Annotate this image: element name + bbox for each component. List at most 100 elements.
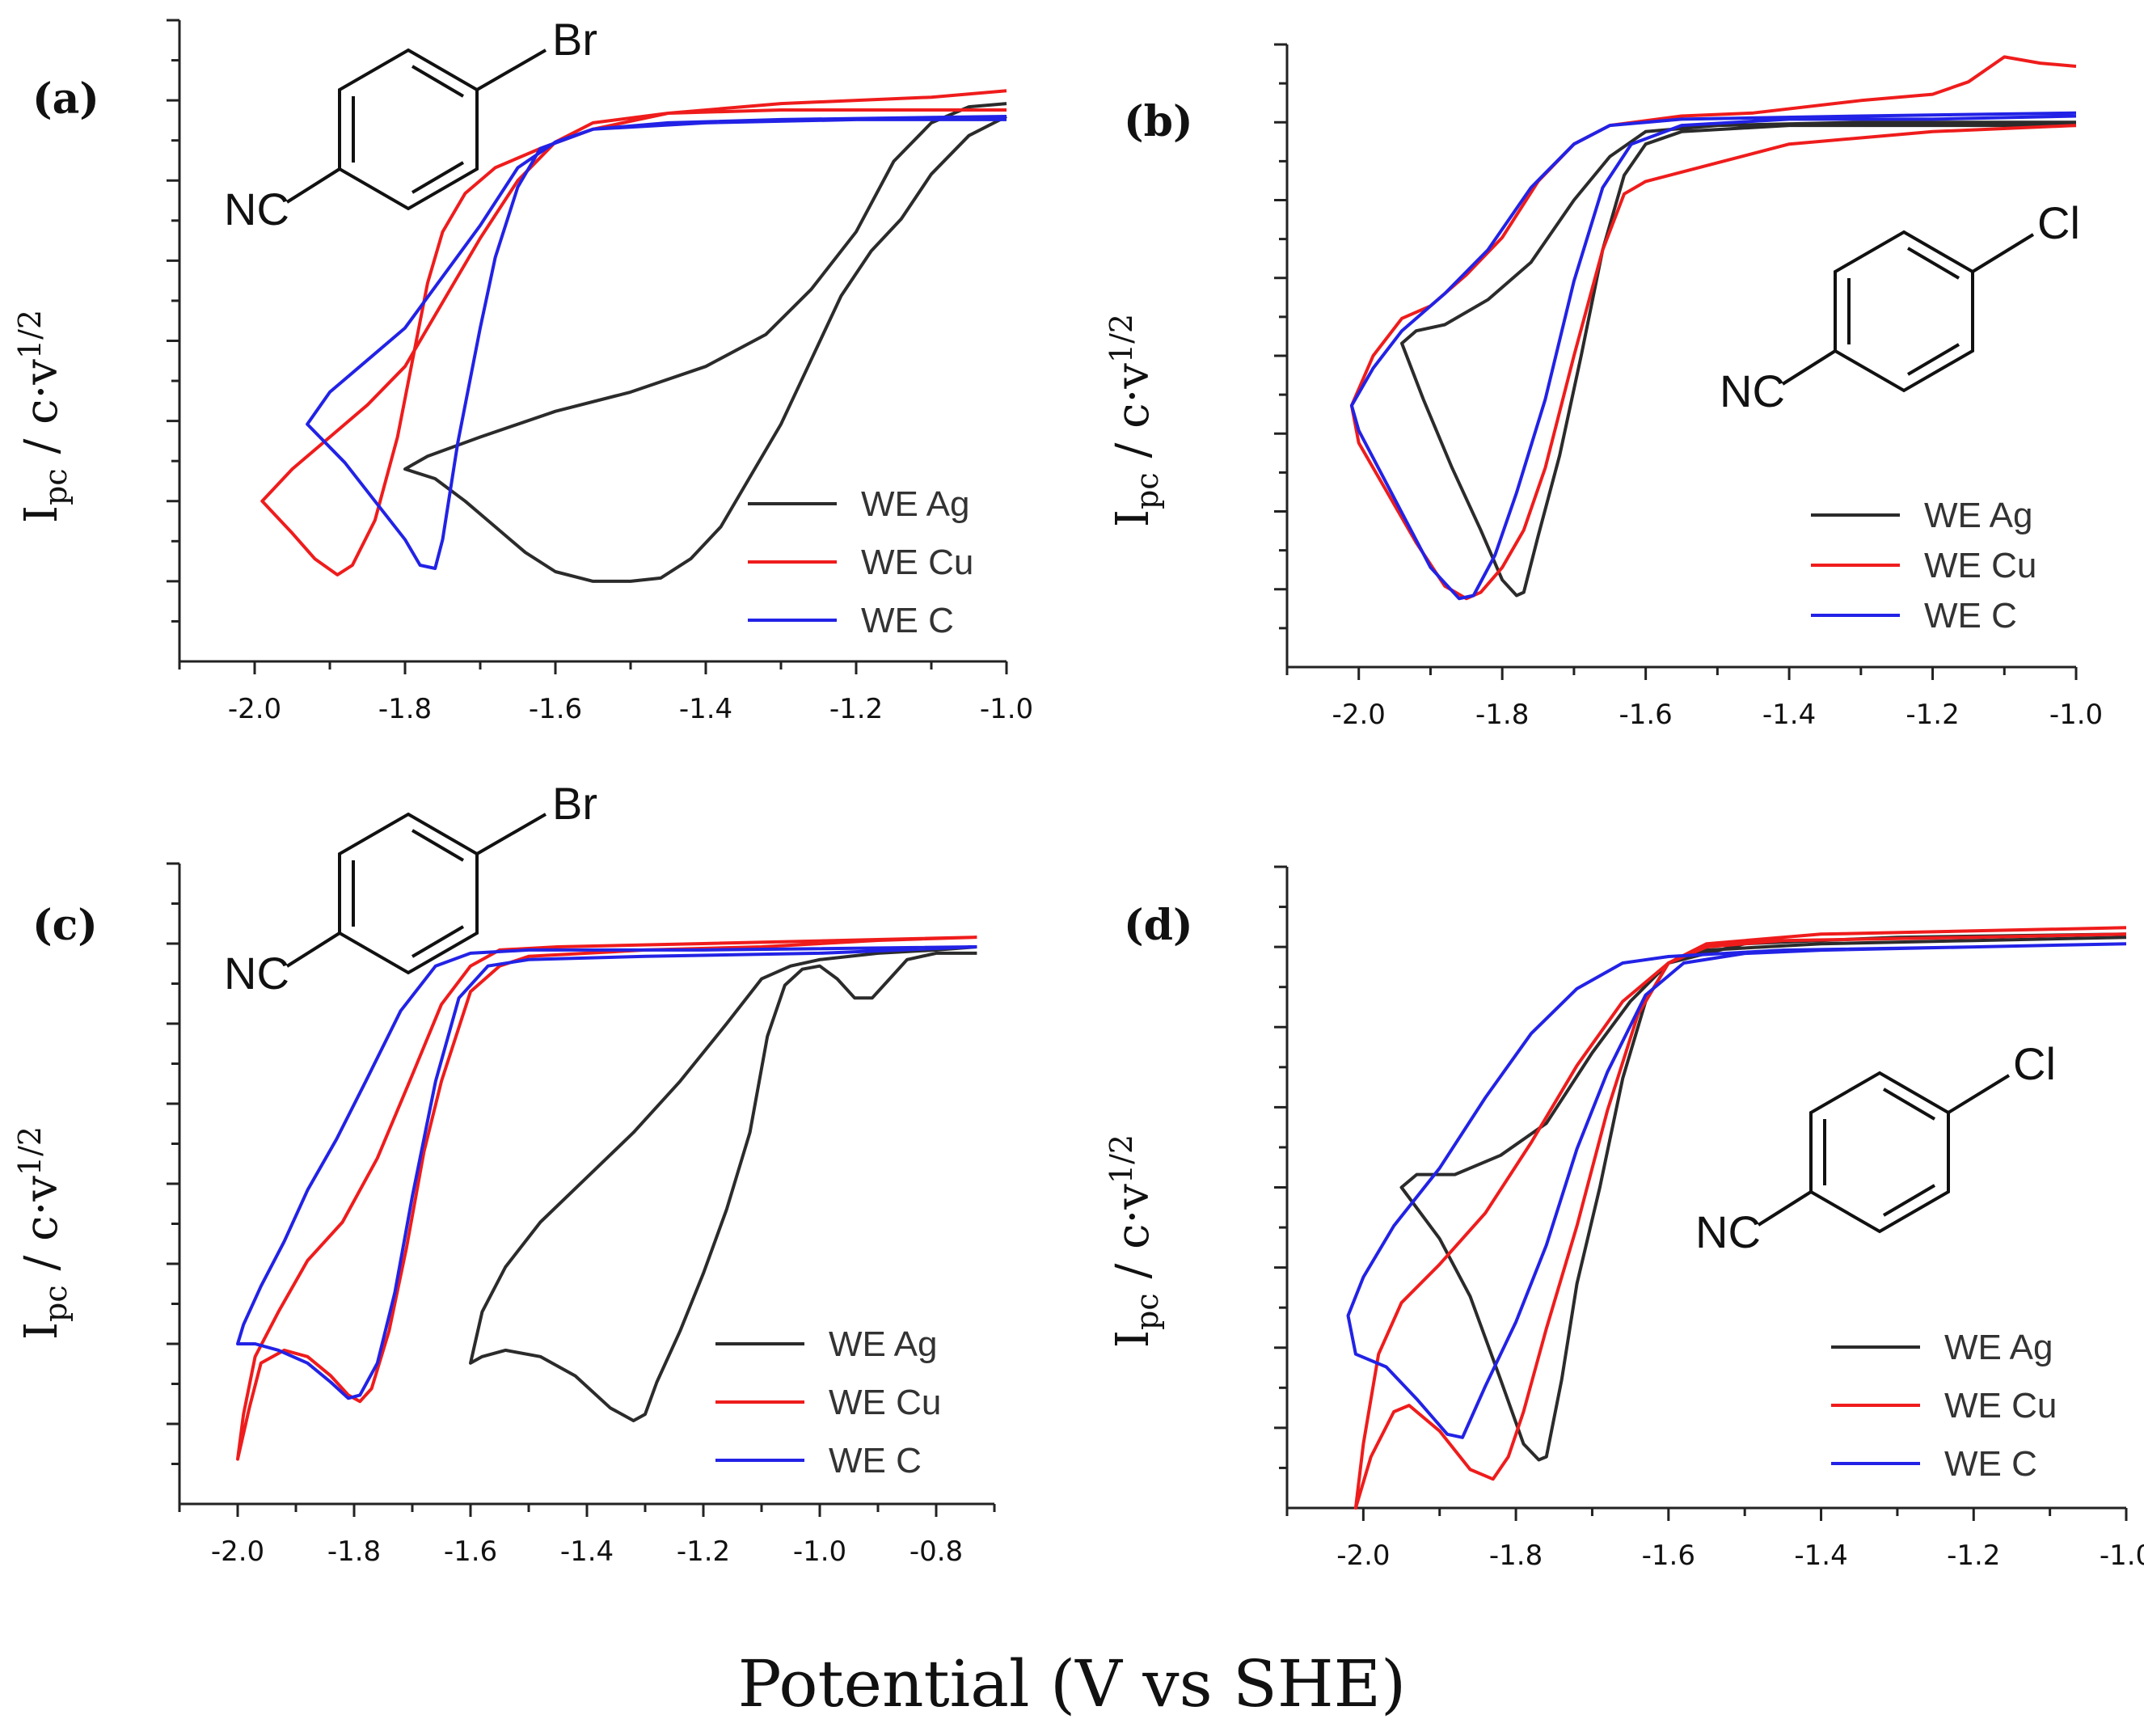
- svg-text:Ipc / c·v1/2: Ipc / c·v1/2: [1104, 314, 1165, 527]
- ring-inner-bond-b1: [1906, 247, 1960, 280]
- y-axis-label-a: Ipc / c·v1/2: [12, 310, 74, 523]
- x-tick-label-c: -1.2: [677, 1535, 730, 1568]
- panel-d: -2.0 -1.8 -1.6 -1.4 -1.2 -1.0 WE Ag WE Cu WE C (…: [1104, 865, 2144, 1572]
- x-tick-label-c: -2.0: [211, 1535, 264, 1568]
- legend-label-c: WE Cu: [829, 1383, 941, 1422]
- y-axis-label-d: Ipc / c·v1/2: [1104, 1134, 1165, 1348]
- substituent-bond-b: [1971, 233, 2035, 273]
- series-line-d-we-cu: [1353, 926, 2127, 1510]
- ring-inner-bond-d1: [1882, 1088, 1936, 1121]
- x-tick-label-b: -1.0: [2049, 699, 2103, 731]
- benzene-ring-b: [1834, 230, 1974, 393]
- ylabel-sup-b: 1/2: [1104, 314, 1139, 363]
- x-tick-label-d: -1.6: [1642, 1540, 1695, 1572]
- x-tick-label-d: -1.0: [2100, 1540, 2144, 1572]
- x-tick-label-c: -0.8: [910, 1535, 963, 1568]
- panel-label-a: (a): [32, 74, 99, 124]
- group-label-d: NC: [1695, 1206, 1761, 1257]
- substituent-label-d: Cl: [2013, 1038, 2056, 1089]
- series-line-a-we-c: [306, 115, 1007, 570]
- svg-text:Ipc / c·v1/2: Ipc / c·v1/2: [12, 310, 74, 523]
- svg-text:Ipc / c·v1/2: Ipc / c·v1/2: [1104, 1134, 1165, 1348]
- molecule-a: Br NC: [224, 14, 597, 234]
- ylabel-sup-d: 1/2: [1104, 1134, 1139, 1184]
- benzene-ring-d: [1809, 1071, 1950, 1234]
- panel-b: -2.0 -1.8 -1.6 -1.4 -1.2 -1.0 WE Ag WE Cu WE C (…: [1104, 43, 2103, 731]
- x-tick-label-c: -1.8: [327, 1535, 381, 1568]
- plot-area-c: -2.0 -1.8 -1.6 -1.4 -1.2 -1.0 -0.8 WE Ag WE Cu WE…: [167, 862, 996, 1568]
- x-tick-label-d: -2.0: [1336, 1540, 1390, 1572]
- series-line-b-we-cu: [1349, 55, 2077, 601]
- ylabel-sup-c: 1/2: [12, 1126, 48, 1176]
- series-line-b-we-ag: [1400, 120, 2076, 598]
- ylabel-main-d: I: [1107, 1330, 1159, 1348]
- panel-a: -2.0 -1.8 -1.6 -1.4 -1.2 -1.0 WE Ag WE Cu WE C (…: [12, 14, 1033, 725]
- x-tick-label-b: -2.0: [1332, 699, 1386, 731]
- legend-label-c: WE Ag: [829, 1324, 938, 1364]
- panel-c: -2.0 -1.8 -1.6 -1.4 -1.2 -1.0 -0.8 WE Ag WE Cu WE…: [12, 778, 996, 1568]
- ring-inner-bond-b2: [1906, 343, 1960, 376]
- x-tick-label-a: -1.8: [378, 693, 432, 725]
- nitrile-bond-b: [1781, 349, 1837, 386]
- ylabel-main-b: I: [1107, 509, 1159, 527]
- legend-label-a: WE Ag: [861, 484, 970, 524]
- ylabel-sub-d: pc: [1129, 1293, 1165, 1330]
- benzene-ring-c: [338, 812, 479, 975]
- series-line-c-we-ag: [469, 945, 977, 1422]
- legend-label-a: WE C: [861, 601, 954, 640]
- panel-label-b: (b): [1124, 97, 1193, 146]
- series-line-a-we-ag: [403, 102, 1007, 583]
- x-tick-label-a: -1.0: [980, 693, 1033, 725]
- legend-label-b: WE Cu: [1924, 546, 2036, 585]
- x-axis-title: Potential (V vs SHE): [738, 1646, 1406, 1721]
- series-line-d-we-ag: [1399, 932, 2127, 1462]
- substituent-bond-c: [476, 813, 547, 855]
- x-tick-label-d: -1.4: [1794, 1540, 1847, 1572]
- x-tick-label-a: -1.2: [829, 693, 883, 725]
- substituent-bond-d: [1947, 1074, 2011, 1114]
- legend-label-d: WE Cu: [1944, 1386, 2057, 1426]
- x-tick-label-b: -1.4: [1762, 699, 1816, 731]
- x-tick-label-b: -1.8: [1475, 699, 1529, 731]
- substituent-label-b: Cl: [2037, 197, 2080, 248]
- ring-inner-bond-c2: [411, 925, 465, 958]
- x-tick-label-b: -1.6: [1619, 699, 1672, 731]
- x-tick-label-d: -1.2: [1947, 1540, 2000, 1572]
- molecule-b: Cl NC: [1720, 197, 2080, 416]
- legend-label-d: WE C: [1944, 1444, 2037, 1484]
- ring-inner-bond-c1: [411, 829, 465, 862]
- plot-area-b: -2.0 -1.8 -1.6 -1.4 -1.2 -1.0 WE Ag WE Cu WE C: [1274, 43, 2103, 731]
- nitrile-bond-a: [285, 167, 341, 204]
- svg-text:Ipc / c·v1/2: Ipc / c·v1/2: [12, 1126, 74, 1340]
- x-tick-label-a: -1.4: [679, 693, 732, 725]
- ylabel-sub-a: pc: [38, 468, 74, 505]
- plot-area-a: -2.0 -1.8 -1.6 -1.4 -1.2 -1.0 WE Ag WE Cu WE C: [167, 19, 1033, 725]
- x-tick-label-c: -1.6: [444, 1535, 497, 1568]
- ylabel-main-a: I: [15, 505, 68, 523]
- ylabel-main-c: I: [15, 1322, 68, 1340]
- legend-label-a: WE Cu: [861, 543, 973, 582]
- legend-label-b: WE C: [1924, 596, 2017, 636]
- y-axis-label-b: Ipc / c·v1/2: [1104, 314, 1165, 527]
- ring-inner-bond-d2: [1882, 1184, 1936, 1217]
- x-tick-label-c: -1.0: [793, 1535, 846, 1568]
- legend-label-d: WE Ag: [1944, 1328, 2053, 1367]
- panel-label-c: (c): [32, 901, 98, 950]
- group-label-c: NC: [224, 948, 289, 999]
- series-line-d-we-c: [1346, 942, 2127, 1439]
- substituent-label-c: Br: [552, 778, 597, 829]
- ring-inner-bond-a1: [411, 65, 465, 98]
- x-tick-label-d: -1.8: [1489, 1540, 1543, 1572]
- molecule-c: Br NC: [224, 778, 597, 999]
- x-tick-label-b: -1.2: [1906, 699, 1959, 731]
- nitrile-bond-c: [285, 931, 341, 968]
- ylabel-rest-b: / c·v: [1107, 363, 1159, 473]
- ylabel-sup-a: 1/2: [12, 310, 48, 359]
- group-label-a: NC: [224, 184, 289, 234]
- benzene-ring-a: [338, 48, 479, 211]
- molecule-d: Cl NC: [1695, 1038, 2056, 1257]
- legend-label-b: WE Ag: [1924, 496, 2033, 535]
- ring-inner-bond-a2: [411, 161, 465, 194]
- x-tick-label-a: -1.6: [529, 693, 582, 725]
